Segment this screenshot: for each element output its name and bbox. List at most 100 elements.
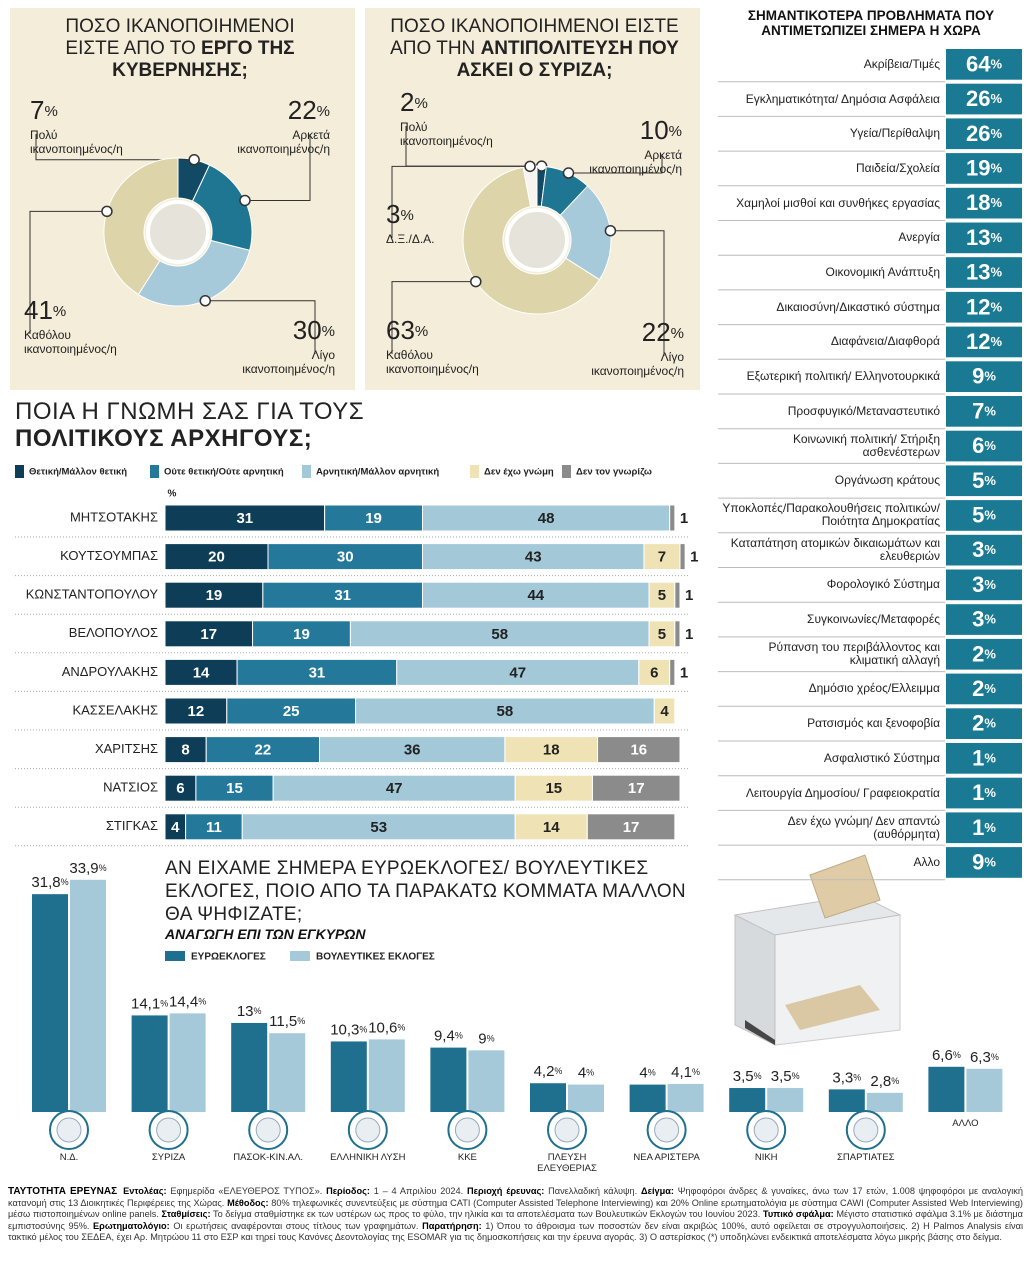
legend-label: ΕΥΡΩΕΚΛΟΓΕΣ xyxy=(191,952,266,963)
bar xyxy=(368,1039,405,1112)
value-label: 14 xyxy=(193,664,210,681)
value-label: 6,3% xyxy=(970,1049,999,1066)
value-number: 11,5 xyxy=(269,1013,297,1030)
value-unit: % xyxy=(953,1050,961,1060)
value-label: 2% xyxy=(972,641,996,666)
value-label: 3,3% xyxy=(832,1069,861,1086)
value-number: 3 xyxy=(972,572,984,597)
party-logo-inner xyxy=(853,1117,879,1143)
value-label: 19% xyxy=(966,155,1002,180)
bar-segment xyxy=(643,543,681,571)
value-label: 31 xyxy=(309,664,326,681)
value-box xyxy=(946,743,1022,774)
bar xyxy=(729,1088,766,1112)
value-number: 9 xyxy=(972,849,984,874)
value-box xyxy=(946,534,1022,566)
legend-label: Ούτε θετική/Ούτε αρνητική xyxy=(164,467,284,478)
pie-category-label: Λίγο ικανοποιημένος/η xyxy=(591,350,684,378)
value-label: 25 xyxy=(283,703,300,720)
value-box xyxy=(946,326,1022,358)
legend-label: Αρνητική/Μάλλον αρνητική xyxy=(316,467,439,478)
value-number: 1 xyxy=(972,745,984,770)
bar-segment xyxy=(638,658,671,686)
legend-swatch xyxy=(562,465,571,478)
value-label: 33,9% xyxy=(69,860,106,877)
value-box xyxy=(946,430,1022,462)
value-unit: % xyxy=(990,334,1002,349)
legend-label: Δεν έχω γνώμη xyxy=(484,467,554,478)
value-unit: % xyxy=(53,303,66,320)
legend-swatch xyxy=(470,465,479,478)
category-label: Ρύπανση του περιβάλλοντος και κλιματική … xyxy=(768,640,940,668)
bar-segment xyxy=(205,736,320,764)
value-box xyxy=(946,187,1022,219)
value-number: 12 xyxy=(966,329,990,354)
leader-line xyxy=(391,165,531,238)
value-label: 15 xyxy=(226,780,243,797)
pie-value-label: 30% xyxy=(293,315,335,345)
value-label: 1 xyxy=(680,664,688,681)
pie-value-label: 22% xyxy=(288,95,330,125)
value-number: 14,4 xyxy=(169,993,198,1010)
bar xyxy=(866,1092,903,1112)
value-number: 6 xyxy=(972,433,984,458)
footer-label: Περιοχή έρευνας: xyxy=(467,1186,545,1196)
value-label: 15 xyxy=(545,780,562,797)
title-text: ΠΟΣΟ ΙΚΑΝΟΠΟΙΗΜΕΝΟΙ ΕΙΣΤΕ ΑΠΟ ΤΟ xyxy=(65,16,295,59)
value-number: 4,2 xyxy=(534,1063,555,1080)
legend-swatch xyxy=(165,951,185,961)
value-unit: % xyxy=(692,1067,700,1077)
value-number: 4 xyxy=(639,1065,647,1082)
pie-slice xyxy=(191,164,253,252)
value-label: 11,5% xyxy=(269,1013,305,1030)
value-unit: % xyxy=(990,265,1002,280)
value-label: 18 xyxy=(543,742,560,759)
bar-segment xyxy=(674,581,681,609)
bar xyxy=(966,1068,1003,1112)
value-number: 7 xyxy=(30,95,44,125)
party-logo-inner xyxy=(355,1117,381,1143)
pie-value-label: 3% xyxy=(386,199,414,229)
value-label: 20 xyxy=(208,549,225,566)
party-logo-inner xyxy=(454,1117,480,1143)
value-unit: % xyxy=(415,323,428,340)
value-box xyxy=(946,291,1022,323)
value-unit: % xyxy=(455,1031,463,1041)
value-label: 13% xyxy=(966,225,1002,250)
legend-label: Θετική/Μάλλον θετική xyxy=(29,467,127,478)
footer-text: Ψηφοφόροι άνδρες & γυναίκες, άνω των 17 … xyxy=(8,1186,1023,1208)
pie-category-label: Λίγο ικανοποιημένος/η xyxy=(242,348,335,376)
axis-label: % xyxy=(168,489,177,500)
value-number: 10,3 xyxy=(330,1021,359,1038)
value-unit: % xyxy=(554,1067,562,1077)
value-label: 6 xyxy=(650,664,658,681)
party-logo-inner xyxy=(56,1117,82,1143)
value-box xyxy=(946,49,1022,80)
leader-line xyxy=(610,230,665,356)
value-box xyxy=(946,153,1022,184)
category-label: ΑΝΔΡΟΥΛΑΚΗΣ xyxy=(62,664,158,679)
category-label: ΣΠΑΡΤΙΑΤΕΣ xyxy=(837,1152,895,1163)
pie-value-label: 41% xyxy=(24,295,66,325)
legend-label: ΒΟΥΛΕΥΤΙΚΕΣ ΕΚΛΟΓΕΣ xyxy=(316,952,435,963)
value-unit: % xyxy=(487,1034,495,1044)
party-logo-inner xyxy=(255,1117,281,1143)
category-label: ΒΕΛΟΠΟΥΛΟΣ xyxy=(69,625,158,640)
footer-text: Οι ερωτήσεις αναφέρονται στους τίτλους τ… xyxy=(173,1220,419,1231)
bar-segment xyxy=(674,620,681,648)
footer-text: 1) Όπου το άθροισμα των ποσοστών δεν είν… xyxy=(8,1220,1023,1243)
leader-dot xyxy=(535,160,548,172)
value-unit: % xyxy=(990,91,1002,106)
value-label: 6,6% xyxy=(932,1047,961,1064)
value-label: 1 xyxy=(690,549,698,566)
value-label: 6 xyxy=(176,780,184,797)
value-number: 2,8 xyxy=(870,1073,891,1090)
value-number: 64 xyxy=(966,51,991,76)
value-label: 31 xyxy=(334,587,351,604)
value-number: 22 xyxy=(642,317,671,347)
value-label: 13% xyxy=(966,259,1002,284)
value-number: 1 xyxy=(972,815,984,840)
category-label: Ακρίβεια/Τιμές xyxy=(863,56,940,71)
value-box xyxy=(946,708,1022,739)
